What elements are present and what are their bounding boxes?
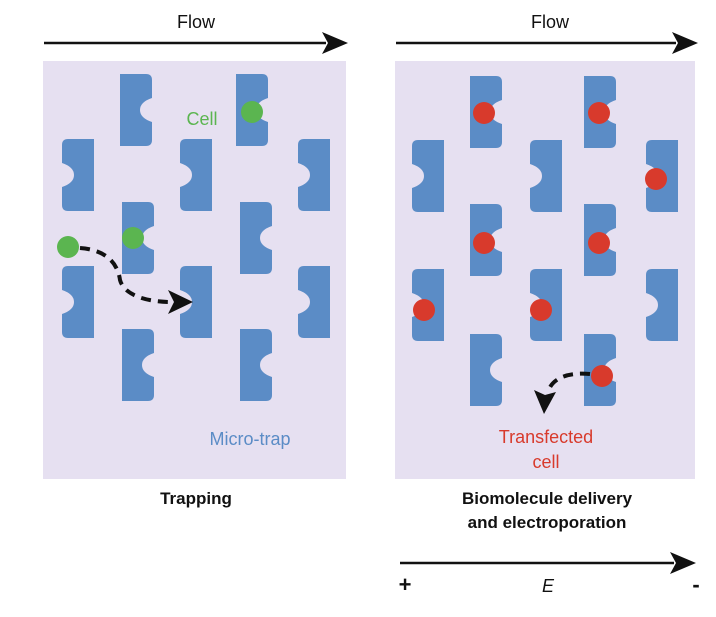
micro-trap-label: Micro-trap xyxy=(209,429,290,449)
cell-icon xyxy=(473,232,495,254)
left-flow-label: Flow xyxy=(177,12,216,32)
cell-path-arrow-icon xyxy=(79,246,193,314)
cell-icon xyxy=(645,168,667,190)
micro-trap-icon xyxy=(180,139,212,211)
cell-icon xyxy=(57,236,79,258)
cell-icon xyxy=(413,299,435,321)
micro-trap-icon xyxy=(62,266,94,338)
right-flow-arrow-icon xyxy=(396,32,698,54)
right-panel: Flow Transfected cell Biomolecule delive… xyxy=(395,12,700,597)
field-label: E xyxy=(542,576,555,596)
minus-label: - xyxy=(692,572,699,597)
cell-icon xyxy=(122,227,144,249)
transfected-label-line1: Transfected xyxy=(499,427,593,447)
left-caption: Trapping xyxy=(160,489,232,508)
right-caption-line1: Biomolecule delivery xyxy=(462,489,633,508)
micro-trap-icon xyxy=(180,266,212,338)
plus-label: + xyxy=(399,572,412,597)
micro-trap-icon xyxy=(120,74,152,146)
transfected-label-line2: cell xyxy=(532,452,559,472)
transfected-path-arrow-icon xyxy=(534,371,591,414)
micro-trap-icon xyxy=(530,140,562,212)
left-flow-arrow-icon xyxy=(44,32,348,54)
cell-icon xyxy=(241,101,263,123)
micro-trap-icon xyxy=(240,202,272,274)
micro-trap-icon xyxy=(298,139,330,211)
micro-trap-icon xyxy=(62,139,94,211)
left-cells xyxy=(57,101,263,258)
micro-trap-icon xyxy=(298,266,330,338)
right-caption-line2: and electroporation xyxy=(468,513,627,532)
cell-icon xyxy=(588,232,610,254)
micro-trap-icon xyxy=(240,329,272,401)
right-cells xyxy=(413,102,667,387)
cell-icon xyxy=(591,365,613,387)
right-flow-label: Flow xyxy=(531,12,570,32)
micro-trap-icon xyxy=(470,334,502,406)
cell-label: Cell xyxy=(186,109,217,129)
cell-icon xyxy=(473,102,495,124)
micro-trap-icon xyxy=(646,269,678,341)
cell-icon xyxy=(588,102,610,124)
electric-field-arrow-icon xyxy=(400,552,696,574)
cell-icon xyxy=(530,299,552,321)
micro-trap-icon xyxy=(412,140,444,212)
micro-trap-icon xyxy=(122,329,154,401)
left-panel: Flow Cell Micro-trap Trapping xyxy=(43,12,348,508)
